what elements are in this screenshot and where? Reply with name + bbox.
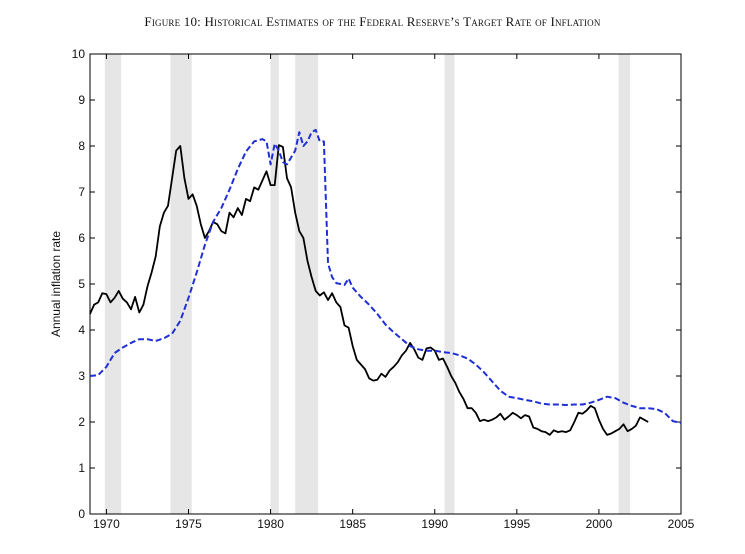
x-tick-label: 2000 [586, 517, 613, 531]
series-solid-line [89, 144, 649, 436]
y-tick-label: 6 [78, 231, 85, 245]
x-tick-label: 1975 [175, 517, 202, 531]
y-tick-label: 3 [78, 369, 85, 383]
recession-band-1 [104, 54, 122, 514]
x-tick-label: 2005 [668, 517, 695, 531]
x-tick-label: 1995 [503, 517, 530, 531]
y-tick-label: 5 [78, 277, 85, 291]
x-tick-label: 1985 [339, 517, 366, 531]
y-tick-label: 10 [72, 47, 86, 61]
series-layer [89, 128, 682, 436]
y-tick-label: 0 [78, 507, 85, 521]
recession-band-6 [618, 54, 631, 514]
y-tick-label: 2 [78, 415, 85, 429]
y-tick-label: 1 [78, 461, 85, 475]
x-tick-label: 1980 [257, 517, 284, 531]
axis-ticks: 0 1 2 3 4 5 6 7 8 9 10 1970 1975 1980 1985 1990 1995 2000… [72, 47, 695, 531]
y-tick-label: 7 [78, 185, 85, 199]
recession-band-4 [295, 54, 319, 514]
y-axis-label: Annual inflation rate [49, 231, 63, 337]
y-tick-label: 8 [78, 139, 85, 153]
series-dashed-line [89, 128, 682, 424]
y-tick-label: 4 [78, 323, 85, 337]
x-tick-label: 1970 [93, 517, 120, 531]
recession-band-3 [270, 54, 279, 514]
recession-band-2 [170, 54, 192, 514]
x-tick-label: 1990 [421, 517, 448, 531]
chart-title: Figure 10: Historical Estimates of the F… [144, 14, 601, 29]
recession-band-5 [444, 54, 455, 514]
recession-shading-layer [104, 54, 631, 514]
y-tick-label: 9 [78, 93, 85, 107]
